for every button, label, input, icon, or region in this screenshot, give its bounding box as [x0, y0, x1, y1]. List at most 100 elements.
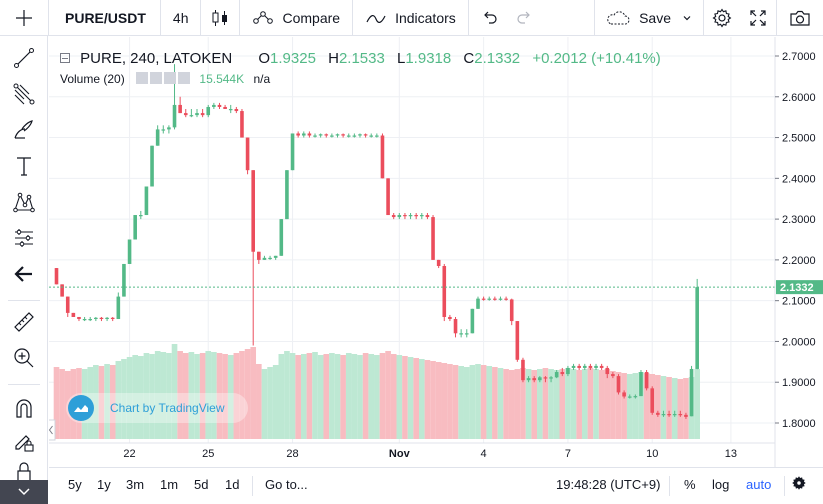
ruler-tool[interactable]: [8, 306, 40, 338]
clock-timezone[interactable]: 19:48:28 (UTC+9): [556, 477, 661, 492]
text-tool[interactable]: [8, 150, 40, 182]
settings-button[interactable]: [704, 0, 740, 36]
legend-collapse-icon[interactable]: [60, 53, 70, 63]
indicators-button[interactable]: Indicators: [353, 0, 468, 36]
candle-body: [639, 372, 643, 397]
close-icon[interactable]: [164, 72, 177, 85]
pattern-tool[interactable]: [8, 186, 40, 218]
volume-bar: [239, 351, 245, 439]
divider: [594, 0, 596, 36]
toolbar-collapse-button[interactable]: [0, 480, 48, 504]
price-tick-label: 2.2000: [782, 255, 816, 267]
volume-bar: [233, 353, 240, 439]
volume-bar: [559, 369, 566, 439]
tradingview-watermark[interactable]: Chart by TradingView: [66, 393, 248, 423]
candle-body: [504, 298, 508, 300]
price-tick-label: 1.9000: [782, 377, 816, 389]
volume-bar: [435, 362, 442, 439]
chart-type-button[interactable]: [201, 0, 239, 36]
eye-icon[interactable]: [136, 72, 149, 85]
range-1d[interactable]: 1d: [225, 477, 240, 492]
price-chart[interactable]: 2.7000 2.6000 2.5000 2.4000 2.3000 2.2000 2.10…: [46, 37, 823, 467]
divider: [352, 0, 354, 36]
volume-bar: [638, 372, 644, 439]
volume-bar: [374, 355, 380, 439]
forecast-tool[interactable]: [8, 222, 40, 254]
fib-tool[interactable]: [8, 78, 40, 110]
goto-button[interactable]: Go to...: [265, 477, 308, 492]
range-1m[interactable]: 1m: [160, 477, 179, 492]
gear-icon: [792, 476, 806, 490]
candles-icon: [212, 9, 228, 26]
lock-drawings-tool[interactable]: [8, 426, 40, 458]
candle-body: [599, 365, 604, 368]
volume-bar: [463, 367, 470, 439]
symbol-label: PURE/USDT: [65, 9, 146, 26]
divider: [669, 476, 670, 496]
undo-button[interactable]: [469, 0, 507, 36]
volume-na: n/a: [253, 72, 271, 86]
auto-toggle[interactable]: auto: [746, 477, 772, 492]
time-tick-label: 7: [565, 448, 571, 460]
time-axis[interactable]: 22 25 28 Nov 4 7 10 13: [123, 448, 737, 460]
volume-bar: [694, 369, 700, 439]
volume-bar: [216, 353, 223, 439]
indicators-icon: [366, 14, 386, 23]
candle-body: [122, 263, 126, 297]
candle-body: [414, 215, 418, 217]
candle-body: [150, 145, 154, 187]
volume-bar: [632, 373, 639, 439]
redo-button[interactable]: [507, 0, 541, 36]
interval-button[interactable]: 4h: [161, 0, 201, 36]
candle-body: [571, 365, 576, 368]
candle-body: [346, 135, 351, 137]
back-tool[interactable]: [8, 258, 40, 290]
percent-toggle[interactable]: %: [684, 477, 696, 492]
price-axis[interactable]: 2.7000 2.6000 2.5000 2.4000 2.3000 2.2000 2.10…: [775, 51, 816, 430]
candle-body: [459, 333, 463, 335]
snapshot-button[interactable]: [777, 0, 823, 36]
zoom-in-tool[interactable]: [8, 342, 40, 374]
range-3m[interactable]: 3m: [126, 477, 145, 492]
divider: [8, 300, 40, 301]
range-5d[interactable]: 5d: [194, 477, 209, 492]
volume-bar: [295, 355, 301, 439]
candle-body: [189, 115, 194, 117]
divider: [776, 0, 777, 36]
magnet-tool[interactable]: [8, 392, 40, 424]
volume-bar: [430, 361, 436, 439]
candle-body: [403, 215, 407, 217]
candle-body: [99, 317, 104, 320]
indicators-label: Indicators: [395, 9, 456, 26]
volume-bar: [655, 375, 661, 439]
candle-body: [105, 317, 109, 320]
gear-icon: [712, 8, 732, 28]
symbol-search-button[interactable]: PURE/USDT: [49, 0, 160, 36]
volume-bar: [177, 351, 183, 439]
camera-icon: [790, 10, 810, 26]
crosshair-menu-icon[interactable]: [0, 0, 48, 36]
compare-button[interactable]: Compare: [240, 0, 352, 36]
top-toolbar: PURE/USDT 4h Compare Indicators Save: [0, 0, 823, 36]
brush-tool[interactable]: [8, 114, 40, 146]
candle-body: [425, 215, 430, 218]
volume-bar: [329, 353, 335, 439]
scroll-left-button[interactable]: [46, 419, 56, 441]
range-1y[interactable]: 1y: [97, 477, 111, 492]
volume-bar: [581, 369, 588, 439]
log-toggle[interactable]: log: [712, 477, 730, 492]
candle-body: [183, 113, 188, 116]
candle-body: [240, 111, 244, 138]
fullscreen-button[interactable]: [740, 0, 776, 36]
volume-bar: [357, 355, 363, 439]
more-icon[interactable]: [178, 72, 191, 85]
range-5y[interactable]: 5y: [68, 477, 82, 492]
chart-settings-button[interactable]: [791, 475, 807, 494]
gear-icon[interactable]: [150, 72, 163, 85]
trend-line-tool[interactable]: [8, 42, 40, 74]
save-button[interactable]: Save: [595, 0, 703, 36]
chevron-down-icon: [683, 15, 691, 20]
volume-bar: [548, 369, 554, 439]
chart-area[interactable]: 2.7000 2.6000 2.5000 2.4000 2.3000 2.2000 2.10…: [46, 37, 823, 467]
volume-bar: [362, 353, 369, 439]
